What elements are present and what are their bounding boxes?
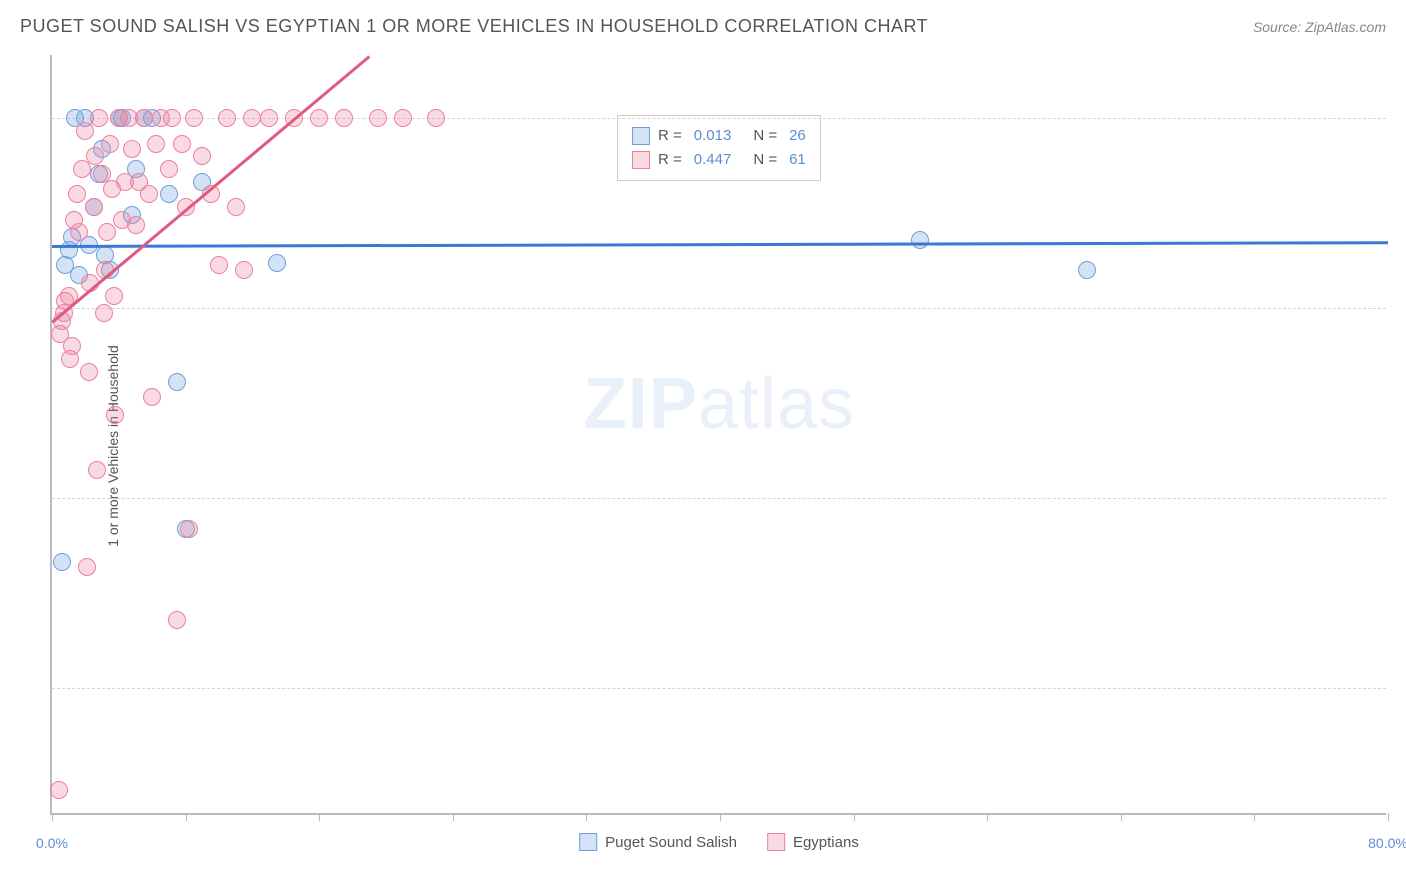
data-point — [135, 109, 153, 127]
trend-line — [51, 55, 370, 323]
data-point — [95, 304, 113, 322]
data-point — [105, 287, 123, 305]
data-point — [168, 373, 186, 391]
data-point — [1078, 261, 1096, 279]
data-point — [268, 254, 286, 272]
data-point — [50, 781, 68, 799]
data-point — [310, 109, 328, 127]
data-point — [260, 109, 278, 127]
x-tick-label: 80.0% — [1368, 835, 1406, 851]
legend-r-value: 0.447 — [694, 148, 732, 172]
series-legend: Puget Sound Salish Egyptians — [579, 833, 859, 851]
swatch-icon — [632, 151, 650, 169]
data-point — [53, 553, 71, 571]
data-point — [163, 109, 181, 127]
data-point — [127, 216, 145, 234]
legend-series-name: Egyptians — [793, 834, 859, 851]
x-tick — [720, 813, 721, 821]
data-point — [147, 135, 165, 153]
data-point — [335, 109, 353, 127]
swatch-icon — [632, 127, 650, 145]
legend-row: R = 0.447 N = 61 — [632, 148, 806, 172]
data-point — [227, 198, 245, 216]
data-point — [70, 223, 88, 241]
data-point — [193, 147, 211, 165]
swatch-icon — [579, 833, 597, 851]
x-tick — [1254, 813, 1255, 821]
data-point — [218, 109, 236, 127]
data-point — [369, 109, 387, 127]
chart-title: PUGET SOUND SALISH VS EGYPTIAN 1 OR MORE… — [20, 16, 928, 37]
legend-n-value: 26 — [789, 124, 806, 148]
legend-r-value: 0.013 — [694, 124, 732, 148]
data-point — [173, 135, 191, 153]
trend-line — [52, 241, 1388, 247]
data-point — [78, 558, 96, 576]
legend-row: R = 0.013 N = 26 — [632, 124, 806, 148]
swatch-icon — [767, 833, 785, 851]
x-tick — [1121, 813, 1122, 821]
data-point — [106, 406, 124, 424]
legend-item: Egyptians — [767, 833, 859, 851]
x-tick — [1388, 813, 1389, 821]
data-point — [427, 109, 445, 127]
scatter-plot: ZIPatlas R = 0.013 N = 26 R = 0.447 N = … — [50, 55, 1386, 815]
gridline — [52, 688, 1386, 689]
legend-label: R = — [658, 124, 682, 148]
legend-item: Puget Sound Salish — [579, 833, 737, 851]
legend-series-name: Puget Sound Salish — [605, 834, 737, 851]
data-point — [235, 261, 253, 279]
data-point — [243, 109, 261, 127]
data-point — [63, 337, 81, 355]
data-point — [85, 198, 103, 216]
legend-label: N = — [753, 124, 777, 148]
data-point — [210, 256, 228, 274]
legend-n-value: 61 — [789, 148, 806, 172]
data-point — [180, 520, 198, 538]
data-point — [123, 140, 141, 158]
x-tick — [319, 813, 320, 821]
legend-label: R = — [658, 148, 682, 172]
data-point — [68, 185, 86, 203]
data-point — [80, 363, 98, 381]
x-tick — [854, 813, 855, 821]
data-point — [98, 223, 116, 241]
legend-label: N = — [753, 148, 777, 172]
x-tick — [453, 813, 454, 821]
data-point — [160, 185, 178, 203]
x-tick-label: 0.0% — [36, 835, 68, 851]
data-point — [394, 109, 412, 127]
data-point — [168, 611, 186, 629]
data-point — [140, 185, 158, 203]
x-tick — [52, 813, 53, 821]
data-point — [90, 109, 108, 127]
correlation-legend: R = 0.013 N = 26 R = 0.447 N = 61 — [617, 115, 821, 181]
x-tick — [987, 813, 988, 821]
watermark: ZIPatlas — [583, 363, 855, 445]
data-point — [185, 109, 203, 127]
data-point — [88, 461, 106, 479]
data-point — [160, 160, 178, 178]
x-tick — [586, 813, 587, 821]
data-point — [911, 231, 929, 249]
gridline — [52, 498, 1386, 499]
data-point — [143, 388, 161, 406]
data-point — [101, 135, 119, 153]
gridline — [52, 308, 1386, 309]
source-label: Source: ZipAtlas.com — [1253, 19, 1386, 35]
data-point — [86, 147, 104, 165]
x-tick — [186, 813, 187, 821]
